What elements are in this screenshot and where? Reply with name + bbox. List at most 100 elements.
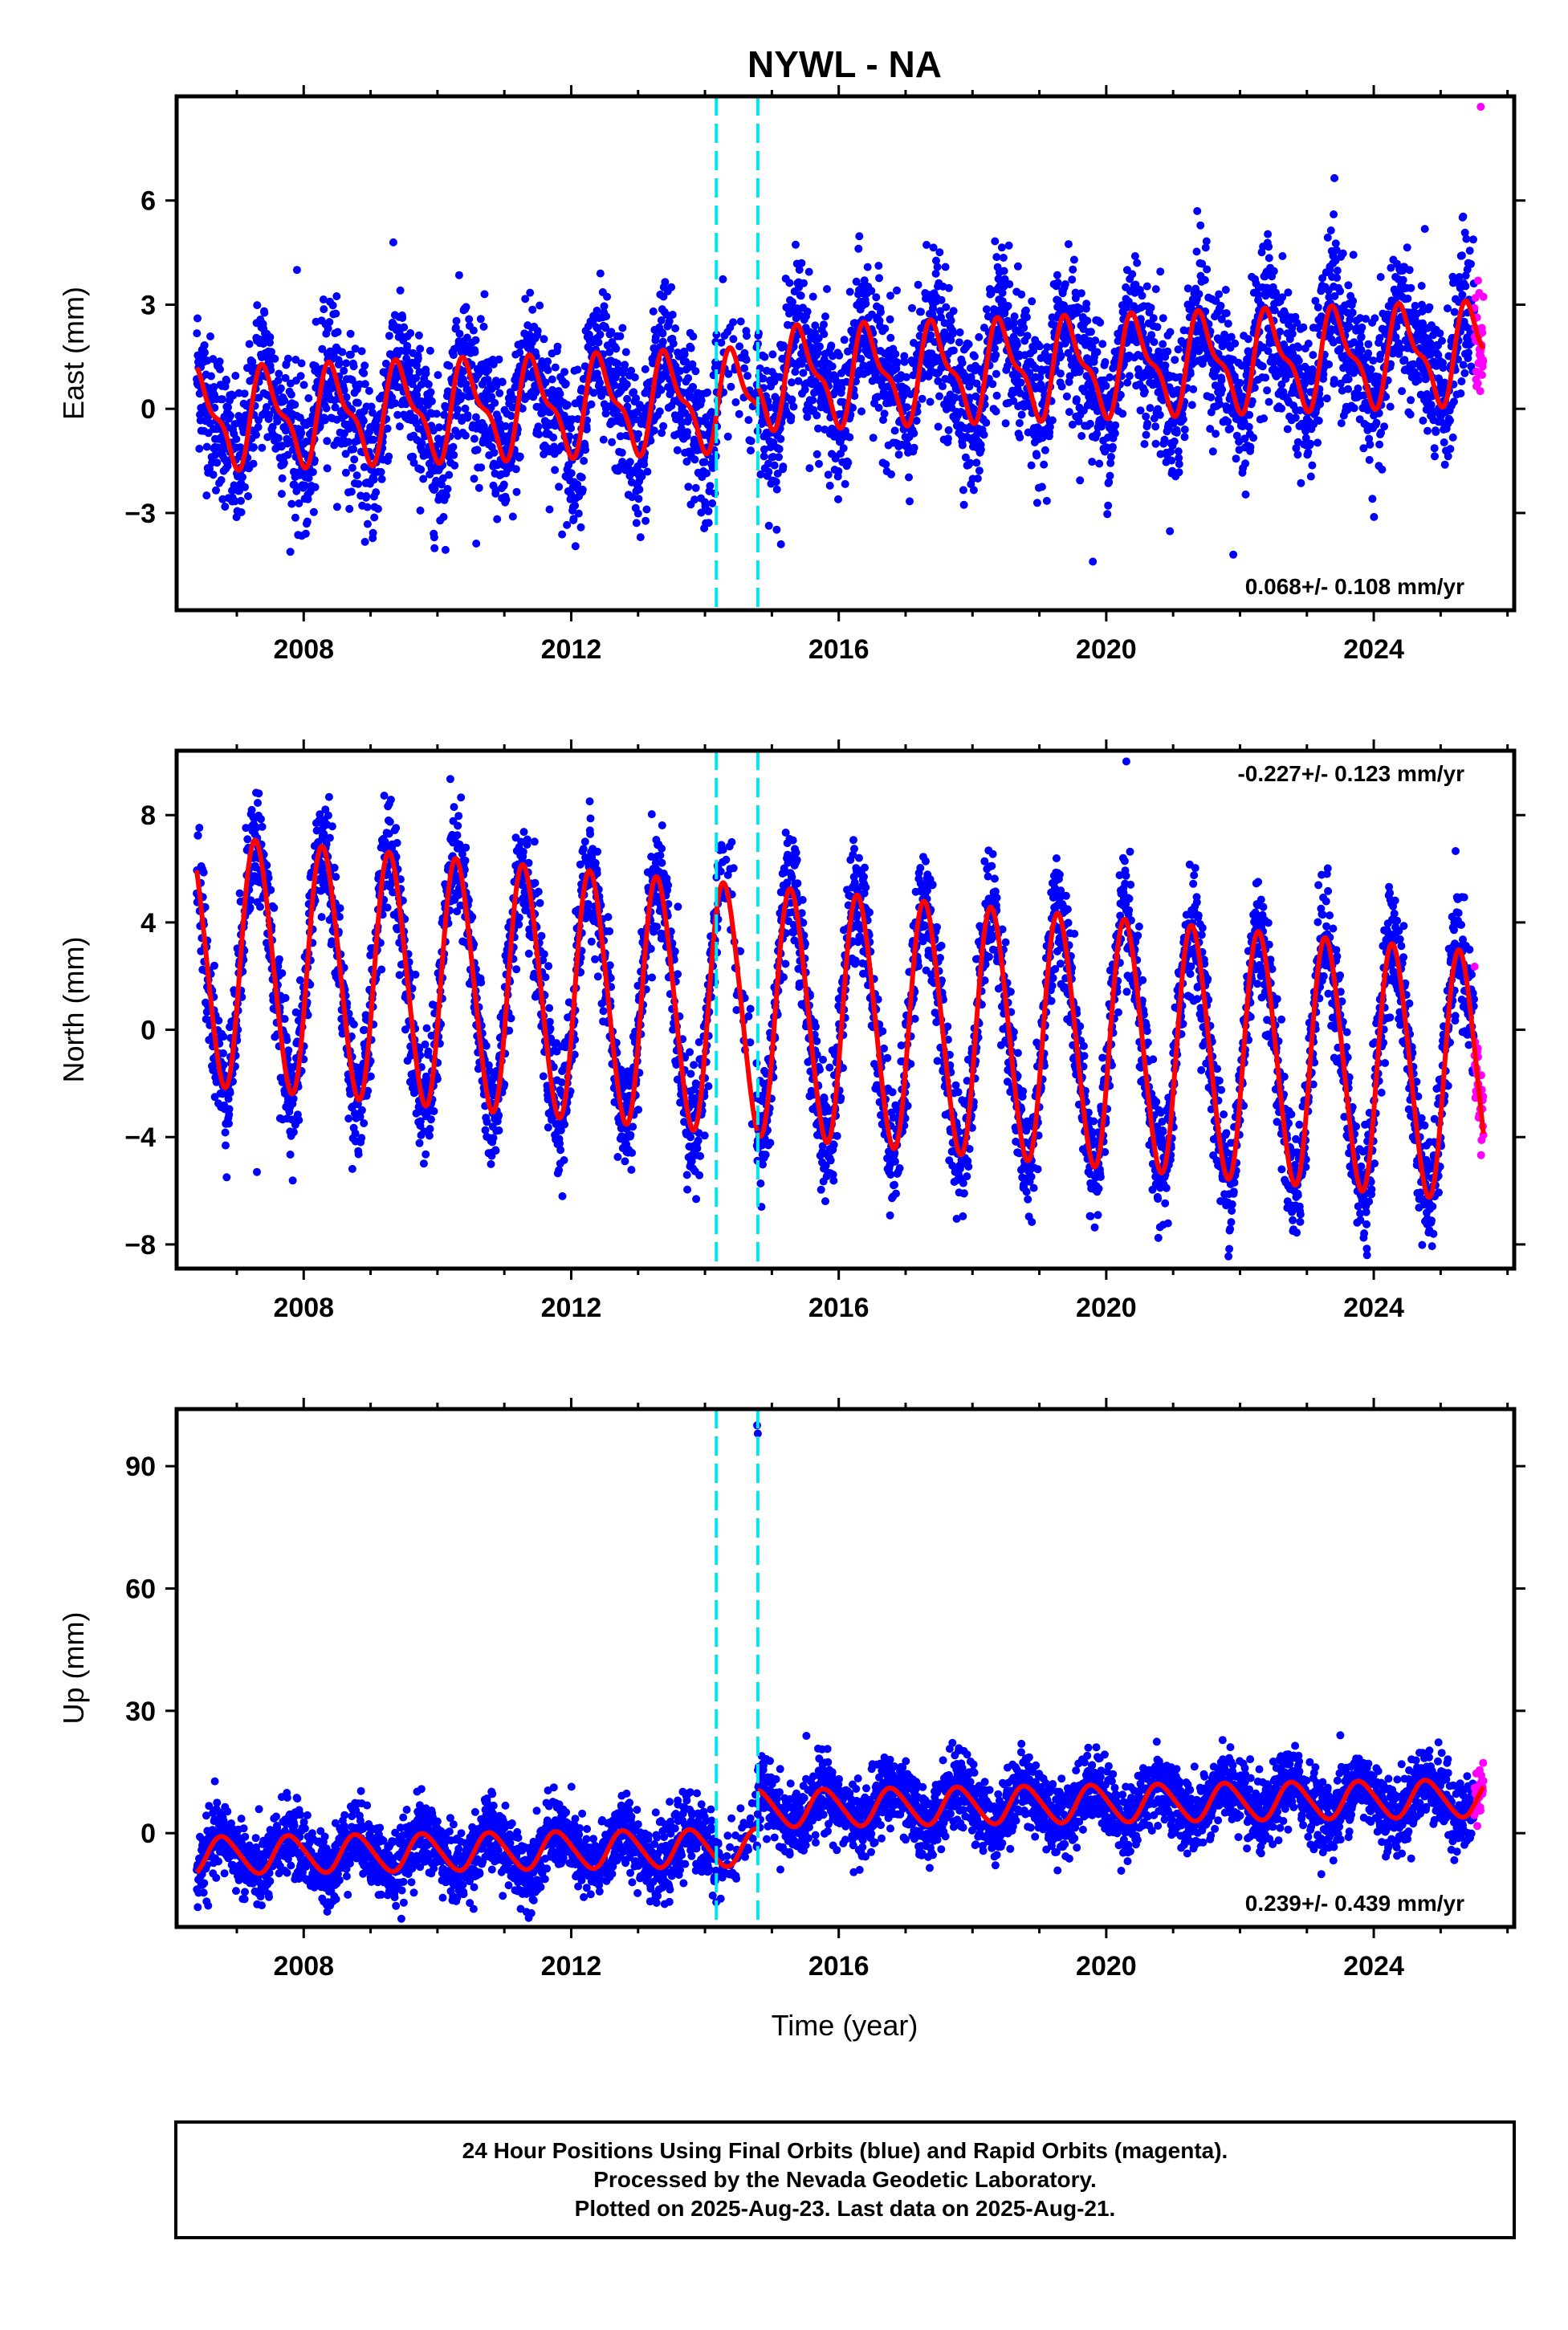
final-orbit-point bbox=[1227, 332, 1236, 341]
final-orbit-point bbox=[323, 464, 332, 473]
final-orbit-point bbox=[658, 329, 667, 338]
final-orbit-point bbox=[206, 332, 214, 340]
final-orbit-point bbox=[235, 889, 244, 898]
final-orbit-point bbox=[281, 373, 290, 382]
final-orbit-point bbox=[360, 380, 369, 389]
final-orbit-point bbox=[1293, 450, 1302, 459]
final-orbit-point bbox=[528, 305, 537, 314]
final-orbit-point bbox=[246, 896, 255, 905]
final-orbit-point bbox=[274, 434, 283, 442]
final-orbit-point bbox=[1032, 499, 1041, 507]
final-orbit-point bbox=[518, 404, 527, 413]
final-orbit-point bbox=[283, 354, 292, 363]
final-orbit-point bbox=[210, 383, 218, 391]
final-orbit-point bbox=[459, 367, 468, 376]
final-orbit-point bbox=[536, 301, 544, 310]
final-orbit-point bbox=[1313, 303, 1322, 312]
final-orbit-point bbox=[193, 329, 202, 338]
final-orbit-point bbox=[309, 507, 318, 516]
final-orbit-point bbox=[400, 323, 409, 332]
final-orbit-point bbox=[304, 474, 313, 483]
final-orbit-point bbox=[549, 433, 558, 442]
final-orbit-point bbox=[1241, 459, 1250, 468]
final-orbit-point bbox=[982, 305, 991, 314]
final-orbit-point bbox=[351, 344, 360, 353]
final-orbit-point bbox=[1140, 440, 1149, 448]
final-orbit-point bbox=[573, 365, 582, 374]
final-orbit-point bbox=[533, 327, 542, 336]
final-orbit-point bbox=[357, 347, 366, 356]
final-orbit-point bbox=[1213, 363, 1222, 372]
final-orbit-point bbox=[975, 332, 984, 341]
final-orbit-point bbox=[680, 350, 689, 359]
final-orbit-point bbox=[455, 329, 464, 338]
chart-title: NYWL - NA bbox=[747, 43, 942, 85]
final-orbit-point bbox=[1409, 360, 1418, 369]
final-orbit-point bbox=[1020, 324, 1028, 332]
final-orbit-point bbox=[1222, 309, 1231, 318]
final-orbit-point bbox=[1314, 417, 1323, 425]
final-orbit-point bbox=[1203, 265, 1212, 274]
final-orbit-point bbox=[449, 442, 458, 451]
final-orbit-point bbox=[580, 457, 589, 465]
final-orbit-point bbox=[541, 378, 550, 387]
final-orbit-point bbox=[1296, 406, 1305, 415]
final-orbit-point bbox=[1057, 382, 1066, 391]
final-orbit-point bbox=[1338, 249, 1347, 258]
final-orbit-point bbox=[623, 394, 632, 403]
final-orbit-point bbox=[637, 472, 646, 481]
final-orbit-point bbox=[599, 435, 608, 444]
rapid-orbit-point bbox=[1478, 371, 1486, 379]
final-orbit-point bbox=[759, 374, 768, 383]
final-orbit-point bbox=[1364, 349, 1373, 357]
final-orbit-point bbox=[1069, 255, 1078, 264]
data-points-east bbox=[193, 103, 1488, 566]
final-orbit-point bbox=[1406, 410, 1415, 419]
final-orbit-point bbox=[841, 479, 849, 488]
final-orbit-point bbox=[658, 337, 667, 346]
final-orbit-point bbox=[373, 504, 382, 513]
final-orbit-point bbox=[463, 411, 472, 420]
final-orbit-point bbox=[490, 448, 499, 457]
final-orbit-point bbox=[1088, 342, 1097, 351]
final-orbit-point bbox=[697, 396, 706, 405]
final-orbit-point bbox=[814, 424, 822, 433]
final-orbit-point bbox=[684, 374, 693, 382]
final-orbit-point bbox=[563, 401, 572, 409]
final-orbit-point bbox=[241, 483, 249, 491]
final-orbit-point bbox=[813, 411, 821, 420]
final-orbit-point bbox=[465, 315, 474, 324]
final-orbit-point bbox=[686, 344, 695, 352]
final-orbit-point bbox=[548, 375, 556, 384]
final-orbit-point bbox=[1093, 430, 1102, 438]
final-orbit-point bbox=[1319, 370, 1328, 379]
final-orbit-point bbox=[1439, 364, 1448, 373]
final-orbit-point bbox=[769, 453, 777, 461]
final-orbit-point bbox=[935, 392, 943, 401]
final-orbit-point bbox=[1444, 452, 1452, 461]
final-orbit-point bbox=[973, 475, 982, 483]
final-orbit-point bbox=[708, 499, 717, 507]
final-orbit-point bbox=[651, 332, 660, 341]
final-orbit-point bbox=[555, 483, 564, 491]
final-orbit-point bbox=[1405, 266, 1414, 275]
final-orbit-point bbox=[367, 402, 376, 411]
final-orbit-point bbox=[649, 307, 658, 316]
final-orbit-point bbox=[1332, 246, 1341, 255]
final-orbit-point bbox=[1337, 419, 1346, 428]
final-orbit-point bbox=[1036, 373, 1045, 381]
final-orbit-point bbox=[287, 390, 295, 399]
final-orbit-point bbox=[278, 474, 287, 483]
final-orbit-point bbox=[1082, 372, 1091, 381]
final-orbit-point bbox=[556, 389, 564, 398]
final-orbit-point bbox=[1161, 361, 1170, 370]
final-orbit-point bbox=[1448, 433, 1457, 442]
final-orbit-point bbox=[219, 1049, 227, 1057]
final-orbit-point bbox=[1106, 458, 1115, 467]
final-orbit-point bbox=[360, 369, 369, 377]
final-orbit-point bbox=[245, 340, 254, 348]
final-orbit-point bbox=[1116, 390, 1125, 399]
final-orbit-point bbox=[813, 348, 822, 357]
final-orbit-point bbox=[283, 450, 292, 459]
